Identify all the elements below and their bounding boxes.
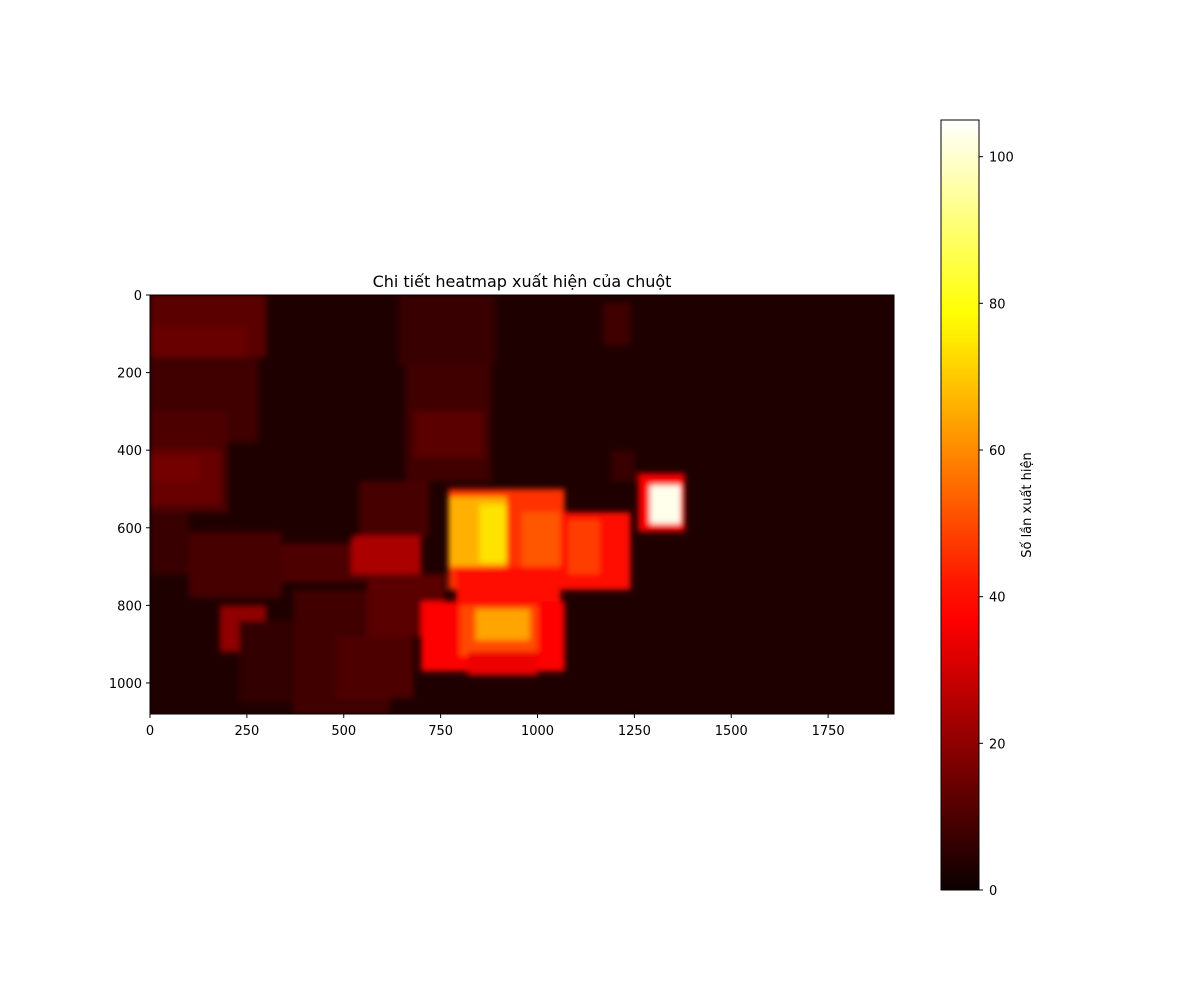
x-tick-label: 1250 (618, 724, 651, 739)
heatmap-cell (150, 512, 189, 575)
heatmap-cell (475, 609, 530, 641)
y-tick-label: 800 (117, 599, 142, 614)
x-tick-label: 250 (234, 724, 259, 739)
x-tick-label: 750 (428, 724, 453, 739)
x-axis: 0 250 500 750 1000 1250 1500 1750 (146, 714, 845, 739)
y-tick-label: 600 (117, 522, 142, 537)
heatmap-cell (188, 531, 282, 598)
heatmap-cell (150, 457, 201, 482)
colorbar: 0 20 40 60 80 100 Số lần xuất hiện (940, 119, 1035, 899)
heatmap-cell (479, 504, 507, 563)
colorbar-tick-label: 100 (989, 151, 1014, 166)
heatmap-cell (522, 512, 561, 575)
heatmap-cell (150, 326, 247, 358)
heatmap-cell (649, 485, 681, 524)
y-tick-label: 400 (117, 444, 142, 459)
heatmap-cell (603, 302, 631, 346)
colorbar-tick-label: 20 (989, 737, 1006, 752)
x-tick-label: 1500 (715, 724, 748, 739)
heatmap-cells (150, 295, 685, 714)
heatmap-cell (398, 295, 495, 365)
heatmap-cell (413, 411, 484, 458)
colorbar-gradient (941, 120, 979, 890)
heatmap-cell (611, 450, 635, 482)
x-tick-label: 1750 (812, 724, 845, 739)
plot-frame (149, 294, 895, 715)
colorbar-tick-label: 80 (989, 297, 1006, 312)
heatmap-cell (456, 566, 561, 606)
colorbar-label: Số lần xuất hiện (1020, 452, 1035, 558)
x-tick-label: 500 (331, 724, 356, 739)
heatmap-cell (568, 520, 600, 575)
colorbar-tick-label: 40 (989, 591, 1006, 606)
heatmap-cell (351, 535, 422, 575)
colorbar-tick-label: 0 (989, 884, 997, 899)
chart-title: Chi tiết heatmap xuất hiện của chuột (373, 272, 672, 291)
heatmap-cell (336, 636, 414, 699)
y-axis: 0 200 400 600 800 1000 (109, 289, 150, 692)
heatmap-cell (359, 481, 429, 536)
y-tick-label: 0 (134, 289, 142, 304)
y-tick-label: 200 (117, 367, 142, 382)
colorbar-ticks: 0 20 40 60 80 100 (979, 151, 1014, 899)
colorbar-tick-label: 60 (989, 444, 1006, 459)
colorbar-frame (940, 119, 980, 891)
heatmap-cell (467, 651, 538, 676)
x-tick-label: 0 (146, 724, 154, 739)
x-tick-label: 1000 (521, 724, 554, 739)
heatmap-plot-area (150, 295, 894, 714)
y-tick-label: 1000 (109, 677, 142, 692)
